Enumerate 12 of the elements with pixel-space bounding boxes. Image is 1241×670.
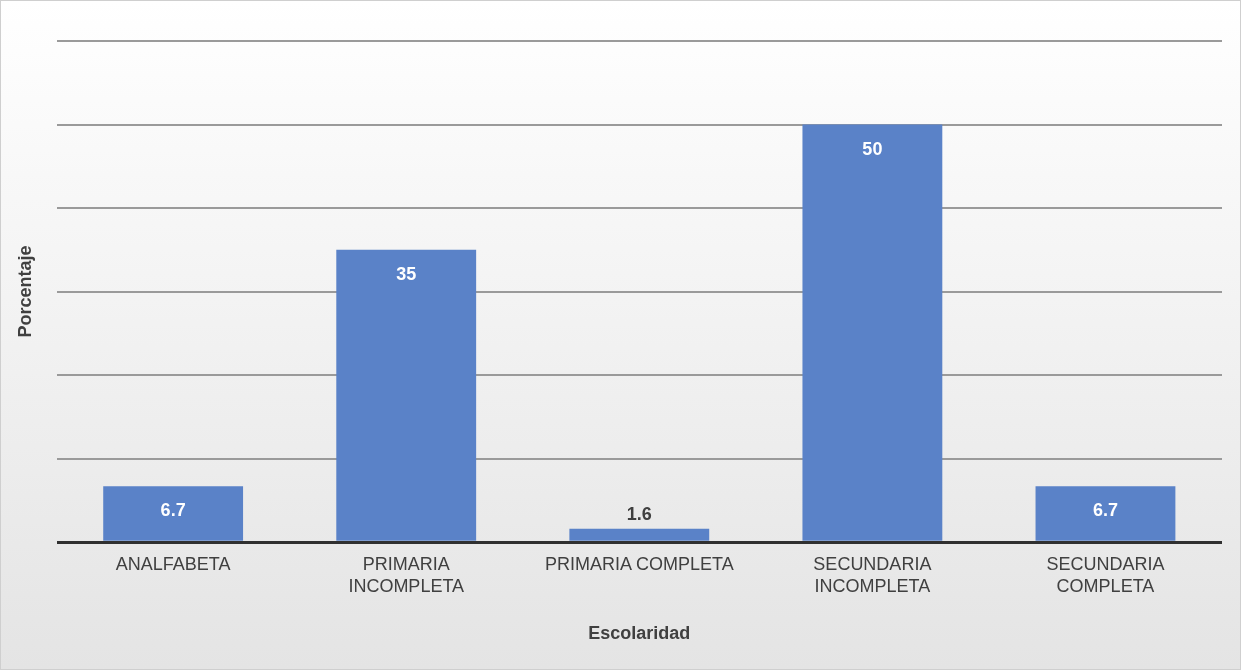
x-tick-label: SECUNDARIA INCOMPLETA [813, 553, 932, 596]
data-label: 1.6 [626, 503, 652, 524]
x-tick-label: SECUNDARIA COMPLETA [1046, 553, 1165, 596]
data-label: 50 [862, 138, 883, 159]
x-tick-label: ANALFABETA [115, 553, 231, 574]
x-tick-label: PRIMARIA COMPLETA [544, 553, 734, 574]
data-label: 35 [396, 263, 417, 284]
data-label: 6.7 [1092, 500, 1118, 521]
data-label: 6.7 [160, 500, 186, 521]
y-axis-title: Porcentaje [14, 245, 35, 338]
x-tick-label: PRIMARIA INCOMPLETA [348, 553, 465, 596]
x-axis-title: Escolaridad [588, 623, 691, 644]
